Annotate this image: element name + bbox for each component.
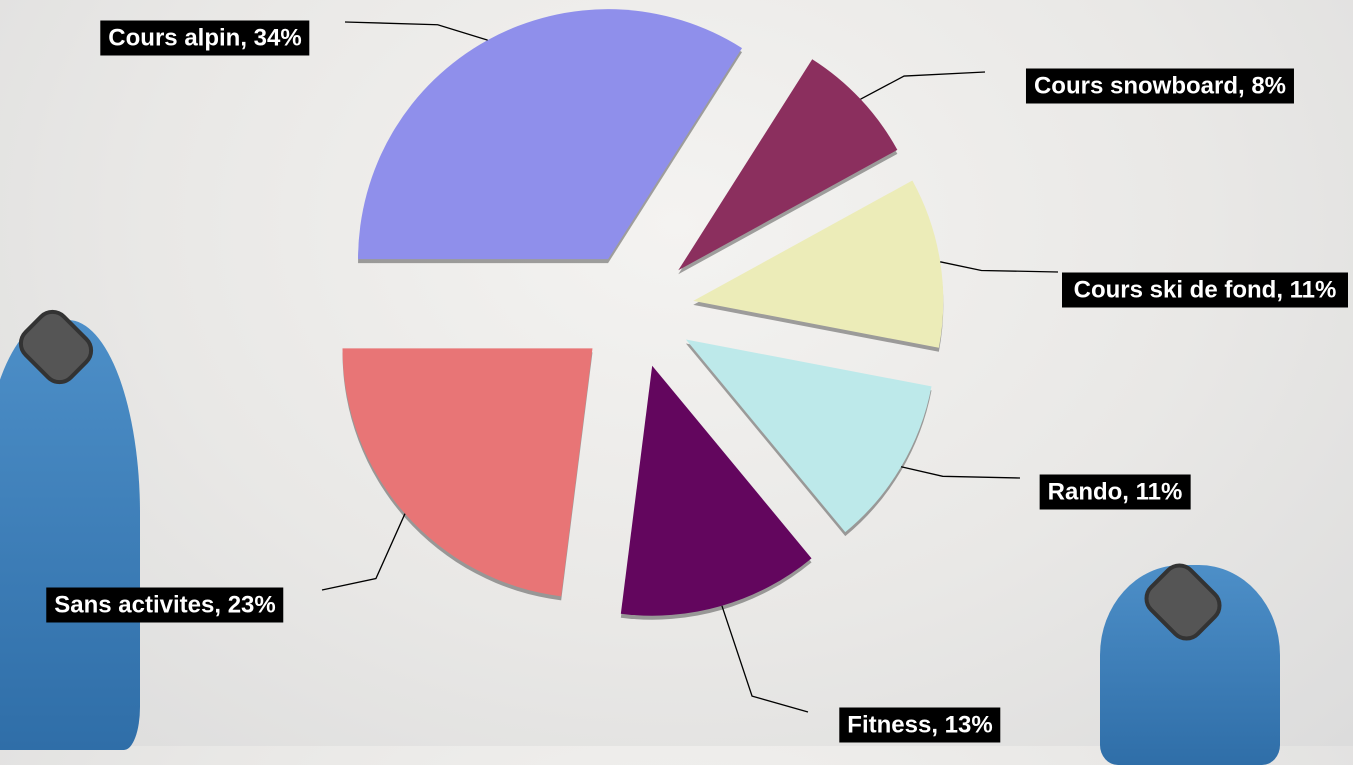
leader-line [345, 22, 488, 40]
data-label: Sans activites, 23% [46, 588, 283, 623]
data-label: Rando, 11% [1040, 475, 1191, 510]
slice [358, 9, 742, 259]
page: (() => { const data = JSON.parse(documen… [0, 0, 1353, 746]
leader-line [722, 606, 808, 712]
chart [0, 0, 1353, 746]
leader-line [322, 514, 405, 590]
data-label: Cours ski de fond, 11% [1062, 273, 1348, 308]
leader-line [861, 72, 985, 99]
data-label: Fitness, 13% [839, 708, 1000, 743]
leader-line [901, 467, 1020, 478]
data-label: Cours snowboard, 8% [1026, 69, 1294, 104]
leader-line [940, 262, 1058, 272]
data-label: Cours alpin, 34% [100, 21, 309, 56]
slice [342, 348, 592, 596]
